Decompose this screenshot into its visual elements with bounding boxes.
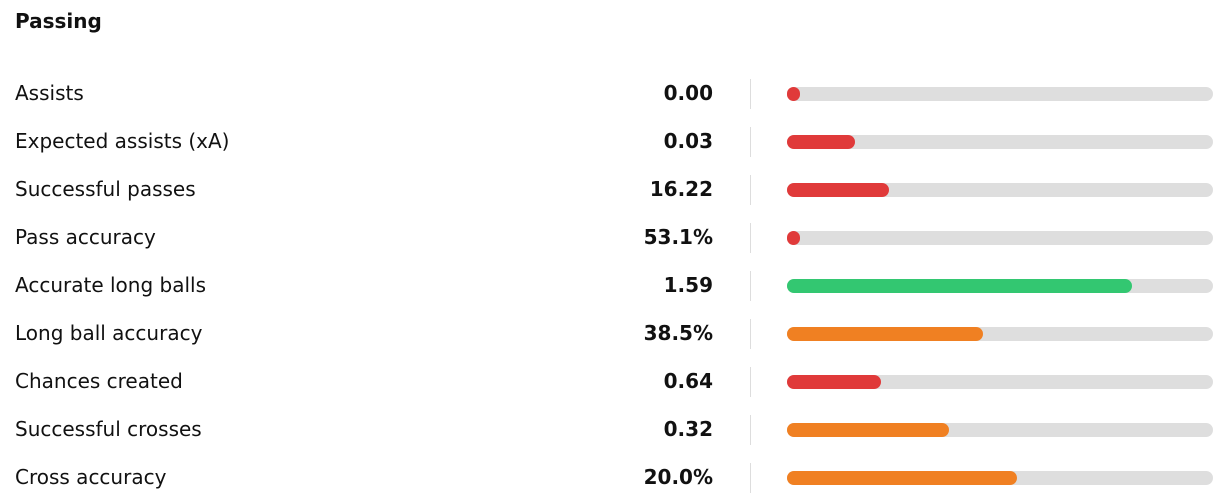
divider <box>750 127 751 157</box>
stat-label: Chances created <box>15 369 183 393</box>
percentile-track <box>787 423 1213 437</box>
divider <box>750 319 751 349</box>
divider <box>750 79 751 109</box>
stat-value: 20.0% <box>643 465 713 489</box>
section-title: Passing <box>15 9 102 33</box>
stat-value: 0.03 <box>663 129 713 153</box>
percentile-bar <box>787 231 800 245</box>
stat-label: Successful crosses <box>15 417 202 441</box>
percentile-bar <box>787 135 856 149</box>
percentile-track <box>787 327 1213 341</box>
stat-label: Accurate long balls <box>15 273 206 297</box>
stat-value: 1.59 <box>663 273 713 297</box>
divider <box>750 223 751 253</box>
stat-label: Pass accuracy <box>15 225 156 249</box>
stat-row: Assists 0.00 <box>0 71 1226 119</box>
percentile-bar <box>787 375 881 389</box>
stat-row: Expected assists (xA) 0.03 <box>0 119 1226 167</box>
percentile-bar <box>787 327 983 341</box>
percentile-bar <box>787 279 1133 293</box>
stat-label: Expected assists (xA) <box>15 129 230 153</box>
stat-row: Chances created 0.64 <box>0 359 1226 407</box>
percentile-track <box>787 135 1213 149</box>
divider <box>750 367 751 397</box>
divider <box>750 175 751 205</box>
percentile-track <box>787 87 1213 101</box>
percentile-bar <box>787 471 1018 485</box>
percentile-track <box>787 279 1213 293</box>
stat-row: Accurate long balls 1.59 <box>0 263 1226 311</box>
stat-row: Successful crosses 0.32 <box>0 407 1226 455</box>
stat-row: Pass accuracy 53.1% <box>0 215 1226 263</box>
divider <box>750 463 751 493</box>
stat-label: Cross accuracy <box>15 465 167 489</box>
stat-row: Long ball accuracy 38.5% <box>0 311 1226 359</box>
stat-value: 0.64 <box>663 369 713 393</box>
stat-value: 0.32 <box>663 417 713 441</box>
stat-label: Long ball accuracy <box>15 321 203 345</box>
stat-label: Assists <box>15 81 84 105</box>
percentile-bar <box>787 183 890 197</box>
stat-row: Cross accuracy 20.0% <box>0 455 1226 503</box>
stat-label: Successful passes <box>15 177 196 201</box>
percentile-bar <box>787 87 800 101</box>
stat-row: Successful passes 16.22 <box>0 167 1226 215</box>
stat-value: 53.1% <box>643 225 713 249</box>
divider <box>750 415 751 445</box>
stat-value: 16.22 <box>649 177 713 201</box>
divider <box>750 271 751 301</box>
percentile-track <box>787 471 1213 485</box>
percentile-track <box>787 183 1213 197</box>
percentile-track <box>787 231 1213 245</box>
stat-value: 0.00 <box>663 81 713 105</box>
percentile-track <box>787 375 1213 389</box>
stat-value: 38.5% <box>643 321 713 345</box>
percentile-bar <box>787 423 949 437</box>
